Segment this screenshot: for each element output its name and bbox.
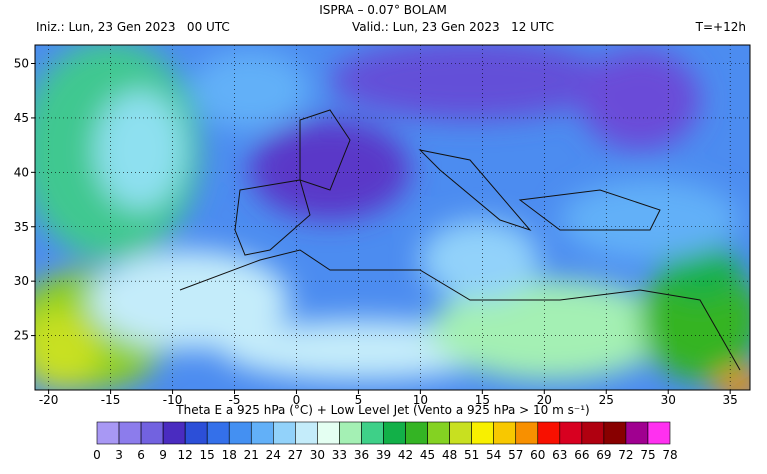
x-tick-label: 25 [599,393,614,407]
colorbar-swatch [317,421,340,445]
colorbar-swatch [603,421,627,445]
valid-time: Valid.: Lun, 23 Gen 2023 12 UTC [352,20,554,34]
colorbar-swatch [250,421,274,445]
init-time: Iniz.: Lun, 23 Gen 2023 00 UTC [36,20,230,34]
colorbar-swatch [273,421,296,445]
colorbar-swatch [537,421,561,445]
colorbar-tick-label: 21 [244,448,259,462]
x-tick-label: -10 [163,393,183,407]
y-tick-label: 40 [14,165,29,179]
x-tick-label: 15 [475,393,490,407]
colorbar-tick-label: 12 [178,448,193,462]
colorbar-label: Theta E a 925 hPa (°C) + Low Level Jet (… [175,403,589,417]
colorbar-tick-label: 36 [354,448,369,462]
colorbar-swatch [559,421,583,445]
colorbar-tick-label: 15 [200,448,215,462]
colorbar-swatch [295,421,318,445]
x-tick-label: 5 [355,393,363,407]
colorbar-tick-label: 33 [332,448,347,462]
colorbar-swatch [493,421,517,445]
y-tick-label: 30 [14,274,29,288]
colorbar-swatch [471,421,494,445]
map-field [35,45,750,390]
colorbar-tick-label: 63 [552,448,567,462]
y-tick-label: 50 [14,57,29,71]
colorbar-swatch [140,421,164,445]
x-tick-label: -15 [101,393,121,407]
colorbar-tick-label: 75 [640,448,655,462]
colorbar-swatch [427,421,450,445]
colorbar-tick-label: 0 [93,448,101,462]
colorbar-tick-label: 3 [115,448,123,462]
colorbar-tick-label: 18 [222,448,237,462]
colorbar-tick-label: 24 [266,448,281,462]
colorbar-tick-label: 69 [596,448,611,462]
y-tick-label: 25 [14,329,29,343]
colorbar-swatch [118,421,142,445]
y-tick-label: 35 [14,220,29,234]
x-tick-label: 0 [293,393,301,407]
colorbar-tick-label: 57 [508,448,523,462]
colorbar-tick-label: 45 [420,448,435,462]
colorbar-swatch [162,421,186,445]
x-tick-label: -20 [39,393,59,407]
colorbar-swatch [581,421,605,445]
colorbar-swatch [339,421,362,445]
title: ISPRA – 0.07° BOLAM [319,3,447,17]
map-frame [34,44,751,391]
colorbar-tick-label: 48 [442,448,457,462]
x-tick-label: -5 [229,393,241,407]
colorbar-swatch [206,421,230,445]
colorbar-swatch [515,421,539,445]
colorbar-tick-label: 66 [574,448,589,462]
colorbar-swatch [405,421,428,445]
y-tick-label: 45 [14,111,29,125]
colorbar-swatch [647,421,671,445]
colorbar-swatch [449,421,472,445]
x-tick-label: 20 [537,393,552,407]
colorbar-tick-label: 60 [530,448,545,462]
colorbar-tick-label: 6 [137,448,145,462]
colorbar-tick-label: 39 [376,448,391,462]
colorbar-swatch [96,421,120,445]
colorbar-tick-label: 9 [159,448,167,462]
colorbar-swatch [228,421,252,445]
colorbar-tick-label: 42 [398,448,413,462]
colorbar-swatch [361,421,384,445]
colorbar-tick-label: 30 [310,448,325,462]
x-tick-label: 35 [723,393,738,407]
x-tick-label: 30 [661,393,676,407]
colorbar-tick-label: 78 [662,448,677,462]
forecast-step: T=+12h [695,20,746,34]
colorbar-swatch [184,421,208,445]
coastline [179,109,741,371]
colorbar-swatch [625,421,649,445]
colorbar-tick-label: 27 [288,448,303,462]
colorbar-tick-label: 72 [618,448,633,462]
colorbar-swatch [383,421,406,445]
colorbar-tick-label: 51 [464,448,479,462]
x-tick-label: 10 [413,393,428,407]
colorbar-tick-label: 54 [486,448,501,462]
